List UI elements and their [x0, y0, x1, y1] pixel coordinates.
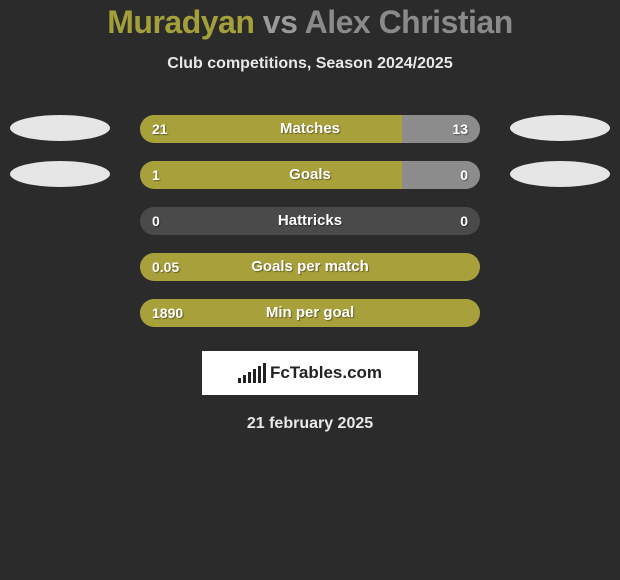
- stat-rows: 2113Matches 10Goals 00Hattricks 0.05Goals p…: [0, 107, 620, 337]
- stat-bar-track: 1890Min per goal: [140, 299, 480, 327]
- stat-bar-track: 2113Matches: [140, 115, 480, 143]
- title-player2: Alex Christian: [305, 4, 513, 40]
- player1-avatar: [10, 161, 110, 187]
- date: 21 february 2025: [0, 415, 620, 433]
- stat-row: 2113Matches: [0, 107, 620, 153]
- player2-avatar: [510, 161, 610, 187]
- player1-avatar: [10, 115, 110, 141]
- stat-label: Min per goal: [140, 299, 480, 327]
- title-player1: Muradyan: [107, 4, 254, 40]
- stat-row: 0.05Goals per match: [0, 245, 620, 291]
- player2-avatar: [510, 115, 610, 141]
- subtitle: Club competitions, Season 2024/2025: [0, 55, 620, 73]
- logo-bars-icon: [238, 363, 266, 383]
- stat-bar-track: 10Goals: [140, 161, 480, 189]
- title: Muradyan vs Alex Christian: [0, 4, 620, 41]
- stat-row: 10Goals: [0, 153, 620, 199]
- stat-label: Hattricks: [140, 207, 480, 235]
- stat-bar-track: 0.05Goals per match: [140, 253, 480, 281]
- comparison-infographic: Muradyan vs Alex Christian Club competit…: [0, 0, 620, 433]
- title-vs: vs: [263, 4, 298, 40]
- stat-label: Matches: [140, 115, 480, 143]
- logo-box: FcTables.com: [202, 351, 418, 395]
- stat-bar-track: 00Hattricks: [140, 207, 480, 235]
- stat-row: 00Hattricks: [0, 199, 620, 245]
- logo-text: FcTables.com: [270, 363, 382, 383]
- stat-label: Goals: [140, 161, 480, 189]
- stat-label: Goals per match: [140, 253, 480, 281]
- stat-row: 1890Min per goal: [0, 291, 620, 337]
- logo: FcTables.com: [238, 363, 382, 383]
